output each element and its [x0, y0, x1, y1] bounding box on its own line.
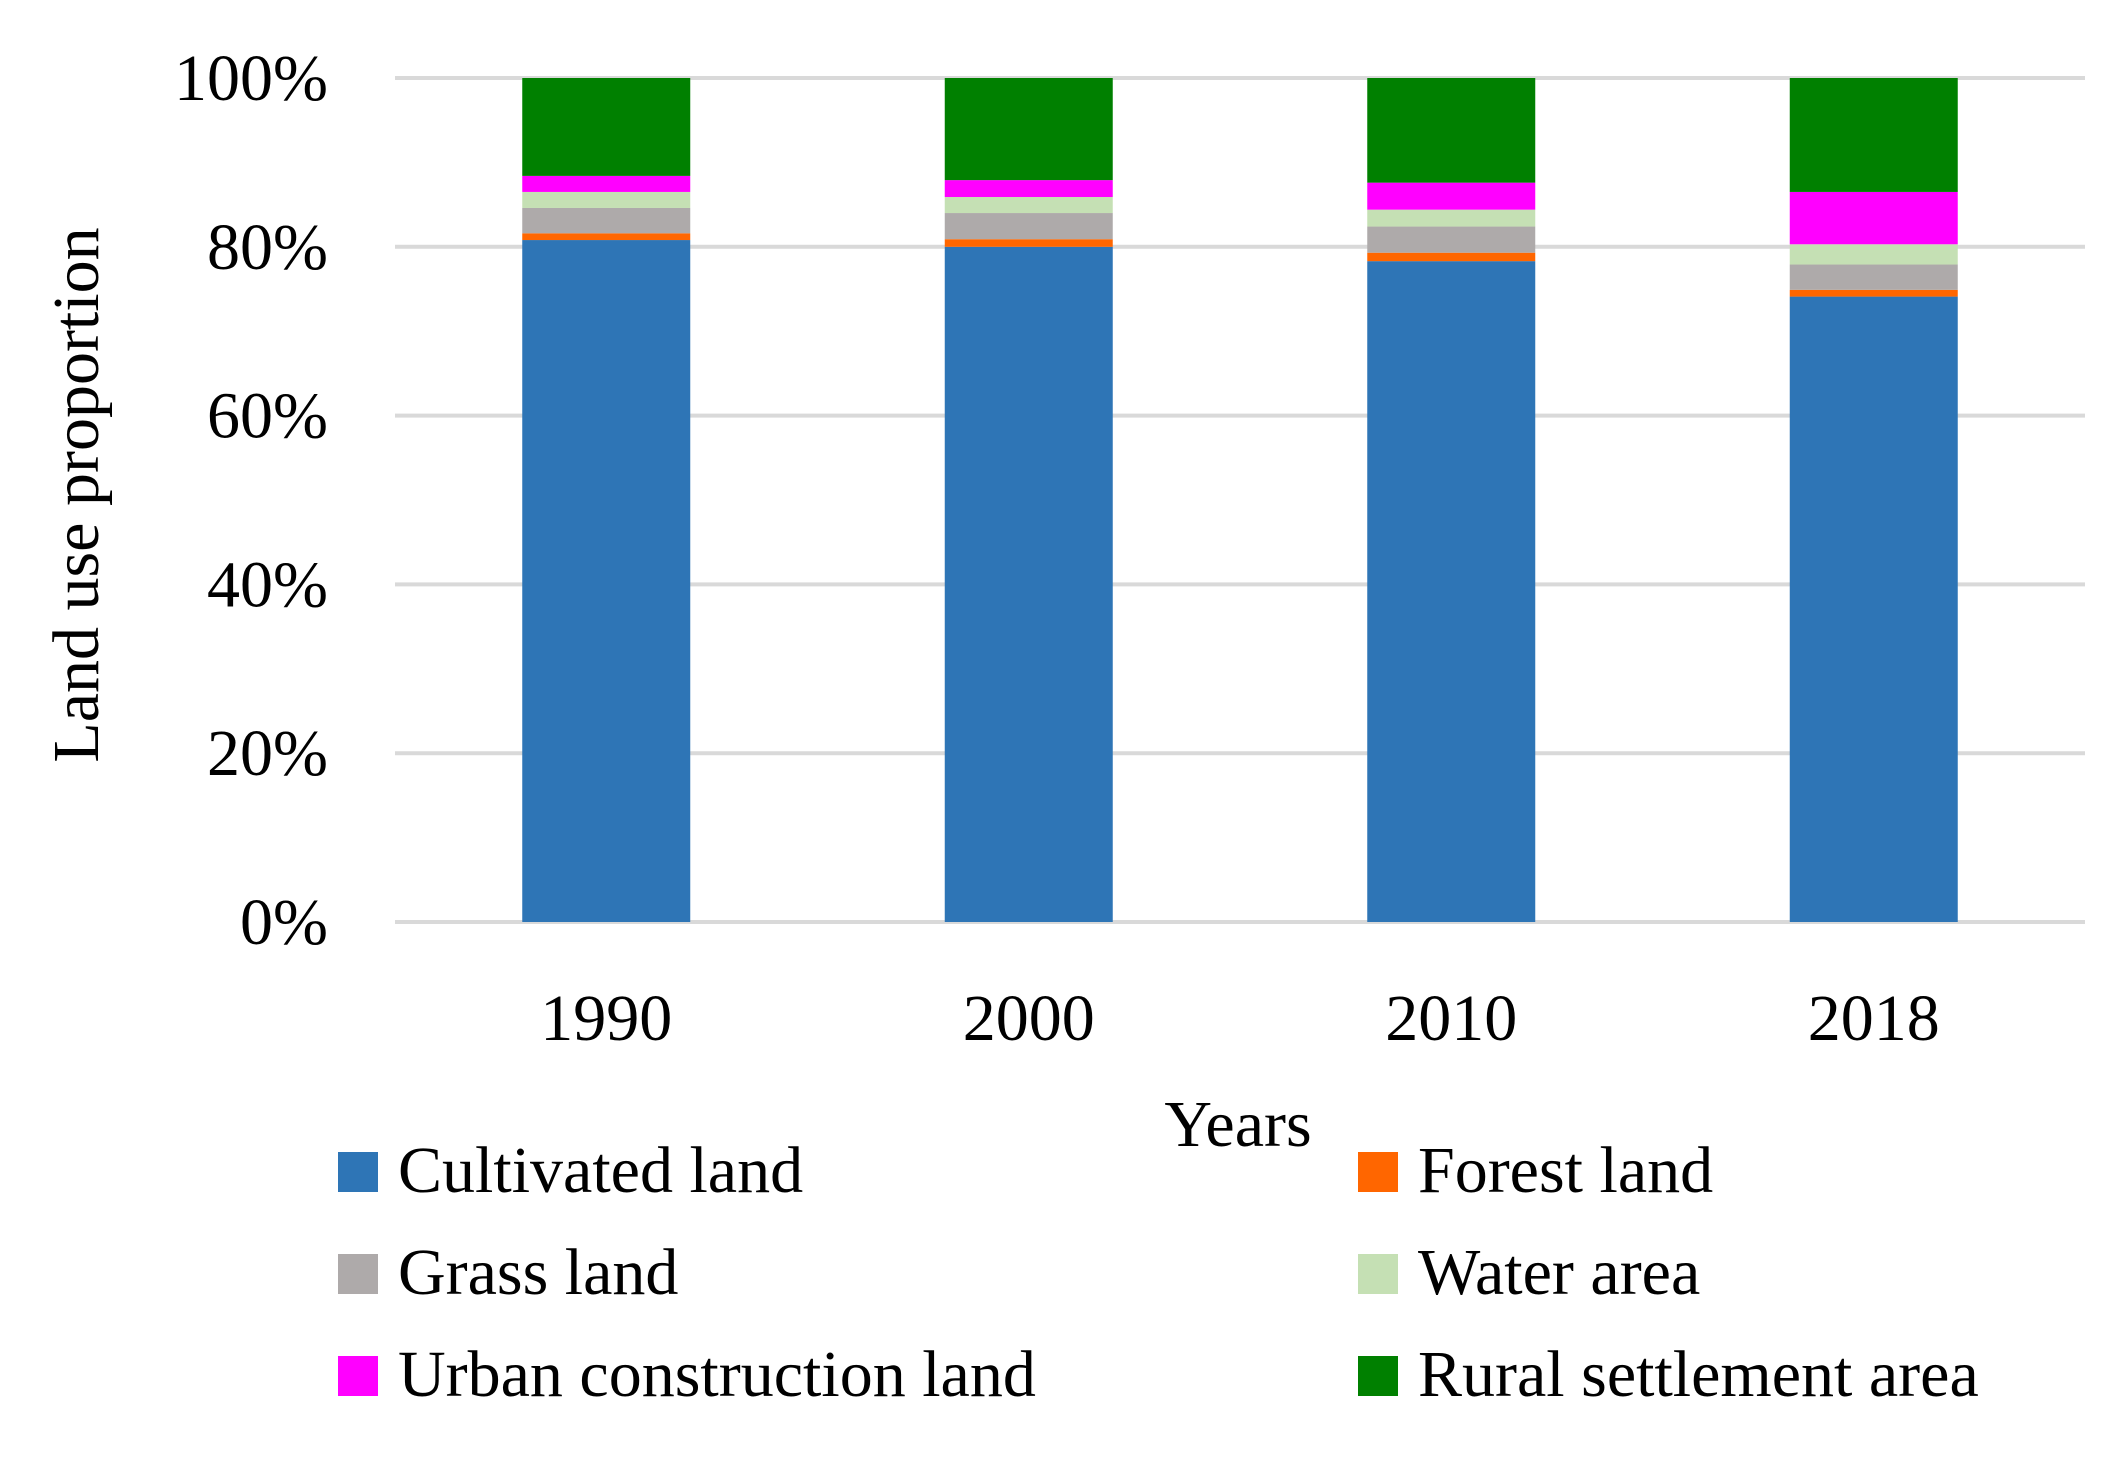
bar-segment	[1367, 182, 1536, 210]
legend-item: Forest land	[1358, 1134, 1713, 1207]
legend-swatch	[1358, 1356, 1398, 1396]
y-tick-label: 80%	[207, 211, 328, 284]
bar-segment	[522, 78, 691, 176]
bar-segment	[944, 78, 1113, 181]
x-axis-ticks: 1990 2000 2010 2018	[540, 982, 1940, 1055]
bar-segment	[1367, 78, 1536, 183]
bar-segment	[944, 180, 1113, 198]
bar-segment	[1789, 78, 1958, 192]
bar-segment	[1367, 209, 1536, 227]
bar-segment	[522, 207, 691, 234]
legend-swatch	[1358, 1254, 1398, 1294]
bar-segment	[1367, 226, 1536, 253]
bar-segment	[944, 246, 1113, 923]
bar-segment	[1367, 261, 1536, 922]
legend: Cultivated land Forest land Grass land Wate…	[338, 1134, 1979, 1411]
y-axis-label: Land use proportion	[40, 227, 113, 762]
legend-item: Grass land	[338, 1236, 678, 1309]
bars	[522, 78, 1958, 923]
x-axis-label: Years	[1164, 1088, 1311, 1161]
legend-label: Urban construction land	[398, 1338, 1036, 1411]
bar-segment	[944, 213, 1113, 240]
bar-segment	[944, 197, 1113, 214]
y-axis-ticks: 0% 20% 40% 60% 80% 100%	[174, 42, 328, 959]
legend-item: Rural settlement area	[1358, 1338, 1979, 1411]
x-tick-label: 1990	[540, 982, 672, 1055]
legend-label: Water area	[1418, 1236, 1700, 1309]
legend-swatch	[1358, 1152, 1398, 1192]
bar-segment	[522, 240, 691, 923]
bar-segment	[1789, 289, 1958, 297]
bar-segment	[522, 191, 691, 208]
bar-segment	[1789, 244, 1958, 265]
bar-segment	[1789, 191, 1958, 245]
y-tick-label: 60%	[207, 380, 328, 453]
legend-label: Grass land	[398, 1236, 678, 1309]
legend-label: Forest land	[1418, 1134, 1713, 1207]
legend-item: Water area	[1358, 1236, 1700, 1309]
y-tick-label: 100%	[174, 42, 328, 115]
legend-item: Urban construction land	[338, 1338, 1036, 1411]
x-tick-label: 2000	[963, 982, 1095, 1055]
bar-segment	[944, 239, 1113, 247]
y-tick-label: 20%	[207, 717, 328, 790]
legend-swatch	[338, 1152, 378, 1192]
bar-segment	[1789, 264, 1958, 290]
x-tick-label: 2018	[1808, 982, 1940, 1055]
bar-segment	[522, 233, 691, 241]
bar-segment	[1367, 252, 1536, 262]
y-tick-label: 40%	[207, 548, 328, 621]
bar-segment	[522, 175, 691, 192]
legend-label: Cultivated land	[398, 1134, 803, 1207]
legend-swatch	[338, 1254, 378, 1294]
legend-label: Rural settlement area	[1418, 1338, 1979, 1411]
legend-swatch	[338, 1356, 378, 1396]
y-tick-label: 0%	[240, 886, 328, 959]
legend-item: Cultivated land	[338, 1134, 803, 1207]
bar-segment	[1789, 296, 1958, 922]
x-tick-label: 2010	[1385, 982, 1517, 1055]
